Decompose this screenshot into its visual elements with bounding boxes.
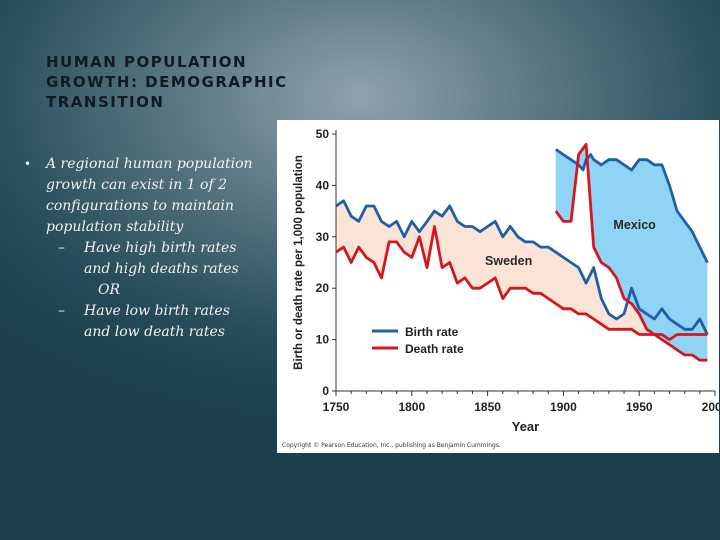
copyright-note: Copyright © Pearson Education, Inc., pub… (282, 442, 501, 449)
sweden-death-rate-line (335, 225, 708, 342)
y-axis-label: Birth or death rate per 1,000 population (293, 155, 305, 370)
legend-death-label: Death rate (405, 342, 464, 356)
slide-content: • A regional human population growth can… (24, 154, 274, 343)
mexico-birth-rate-line (555, 148, 709, 264)
x-tick-label: 1950 (626, 400, 653, 414)
bullet-dot-icon: • (24, 157, 32, 171)
or-text: OR (98, 282, 121, 298)
dash-icon: – (58, 240, 65, 256)
x-axis-label: Year (512, 419, 539, 434)
y-tick-label: 20 (316, 281, 330, 295)
legend-birth-label: Birth rate (405, 325, 459, 339)
x-tick-label: 1850 (474, 400, 501, 414)
bullet-item: • A regional human population growth can… (24, 154, 274, 238)
region-label-sweden: Sweden (485, 254, 532, 268)
x-tick-label: 1750 (323, 400, 350, 414)
x-tick-label: 1800 (398, 400, 425, 414)
region-label-mexico: Mexico (613, 218, 656, 232)
dash-icon: – (58, 303, 65, 319)
slide-title: HUMAN POPULATION GROWTH: DEMOGRAPHIC TRA… (46, 53, 288, 111)
y-tick-label: 40 (316, 178, 330, 192)
mexico-fill-area (555, 144, 708, 361)
y-tick-label: 10 (316, 333, 330, 347)
y-tick-label: 30 (316, 230, 330, 244)
sub-bullet-1-text: Have high birth rates and high deaths ra… (84, 240, 239, 277)
sub-bullet-2: – Have low birth rates and low death rat… (58, 301, 274, 343)
sweden-fill-area (336, 200, 708, 340)
demographic-transition-figure: 0 10 20 30 40 50 1750 1800 1850 1900 1950 2000 Year B… (277, 120, 719, 453)
x-tick-label: 2000 (702, 400, 719, 414)
bullet-text: A regional human population growth can e… (46, 156, 253, 235)
y-tick-label: 0 (322, 384, 329, 398)
x-tick-label: 1900 (550, 400, 577, 414)
mexico-death-rate-line (554, 142, 708, 362)
y-tick-label: 50 (316, 127, 330, 141)
demographic-chart: 0 10 20 30 40 50 1750 1800 1850 1900 1950 2000 Year B… (293, 127, 719, 434)
sub-bullet-1: – Have high birth rates and high deaths … (58, 238, 274, 280)
sub-bullet-2-text: Have low birth rates and low death rates (84, 303, 230, 340)
sweden-birth-rate-line (335, 199, 709, 336)
